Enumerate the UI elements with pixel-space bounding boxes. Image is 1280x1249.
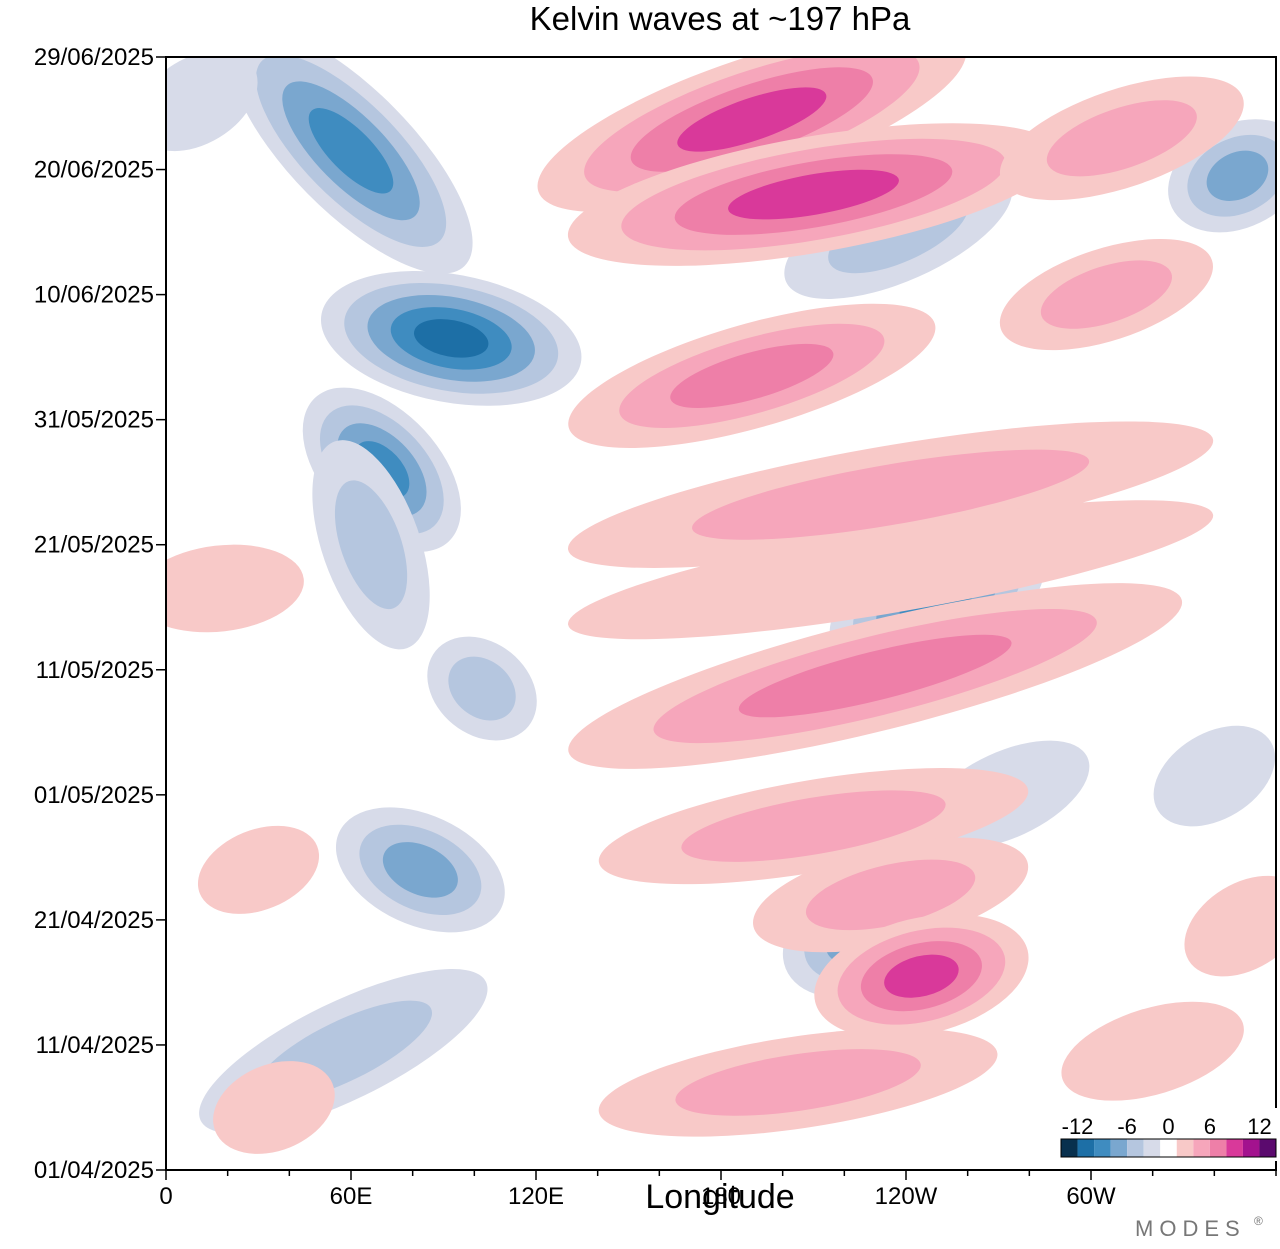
anomaly-streak — [1168, 119, 1276, 233]
colorbar-swatch — [1226, 1139, 1243, 1157]
contour-band — [677, 87, 827, 152]
x-axis: 0 60E 120E 180 120W 60W — [159, 1170, 1277, 1210]
contour-band — [1206, 150, 1269, 201]
x-tick-label: 60W — [1066, 1183, 1116, 1210]
anomaly-streak — [568, 583, 1183, 769]
y-tick-label: 11/04/2025 — [36, 1032, 154, 1059]
contour-band — [670, 343, 834, 408]
colorbar-label: -6 — [1117, 1114, 1137, 1139]
y-tick-label: 31/05/2025 — [34, 407, 154, 434]
anomaly-streak — [567, 421, 1214, 568]
contour-band — [692, 449, 1090, 540]
colorbar-label: -12 — [1062, 1114, 1094, 1139]
colorbar-swatch — [1193, 1139, 1210, 1157]
anomaly-streak — [537, 57, 967, 212]
colorbar-swatch — [1176, 1139, 1194, 1157]
modes-logo: MODES — [1135, 1216, 1246, 1241]
y-tick-label: 01/04/2025 — [34, 1157, 154, 1184]
anomaly-streak — [166, 544, 304, 633]
x-tick-label: 120W — [875, 1183, 938, 1210]
contour-band — [1046, 100, 1197, 177]
contour-band — [448, 656, 516, 721]
colorbar: -12 -6 0 6 12 — [1058, 1108, 1279, 1161]
anomaly-streak — [814, 914, 1029, 1039]
y-tick-label: 10/06/2025 — [34, 282, 154, 309]
y-tick-label: 20/06/2025 — [34, 157, 154, 184]
anomaly-streak — [567, 123, 1060, 266]
anomaly-streak — [598, 768, 1029, 885]
anomaly-streak — [568, 500, 1214, 640]
colorbar-swatch — [1094, 1139, 1111, 1157]
contour-band — [805, 859, 976, 931]
colorbar-swatch — [1209, 1139, 1227, 1157]
contour-band — [1061, 1001, 1244, 1101]
contour-band — [334, 480, 408, 610]
chart-title: Kelvin waves at ~197 hPa — [530, 0, 911, 37]
y-tick-label: 11/05/2025 — [36, 657, 154, 684]
colorbar-swatch — [1242, 1139, 1260, 1157]
colorbar-swatch — [1259, 1139, 1276, 1157]
anomaly-streak — [229, 57, 473, 274]
y-axis: 01/04/2025 11/04/2025 21/04/2025 01/05/2025… — [34, 44, 166, 1184]
anomaly-streak — [312, 440, 430, 650]
contour-band — [197, 825, 320, 914]
contour-band — [568, 500, 1214, 640]
colorbar-frame — [1060, 1138, 1277, 1158]
contour-band — [681, 790, 946, 862]
colorbar-swatch — [1160, 1139, 1177, 1157]
contour-band — [1153, 725, 1276, 827]
contour-band — [738, 634, 1012, 718]
contour-band — [1040, 260, 1172, 329]
registered-mark-icon: ® — [1254, 1214, 1263, 1228]
x-axis-title: Longitude — [645, 1178, 794, 1216]
anomaly-streak — [213, 1061, 335, 1154]
anomaly-streak — [999, 239, 1213, 351]
contour-band — [413, 319, 489, 358]
anomaly-streak — [568, 303, 936, 449]
contour-band — [728, 169, 899, 220]
contour-band — [166, 544, 304, 633]
anomaly-streak — [1153, 725, 1276, 827]
anomaly-streak — [999, 76, 1244, 201]
anomaly-streak — [197, 825, 320, 914]
colorbar-swatch — [1061, 1139, 1078, 1157]
anomaly-streak — [1061, 1001, 1244, 1101]
contour-band — [213, 1061, 335, 1154]
colorbar-label: 6 — [1204, 1114, 1216, 1139]
colorbar-swatch — [1077, 1139, 1095, 1157]
y-tick-label: 21/04/2025 — [34, 907, 154, 934]
anomaly-streak — [320, 270, 582, 406]
colorbar-label: 12 — [1247, 1114, 1271, 1139]
y-tick-label: 29/06/2025 — [34, 44, 154, 71]
contour-band — [382, 842, 458, 898]
anomaly-contours — [166, 57, 1276, 1154]
x-tick-label: 60E — [330, 1183, 373, 1210]
colorbar-label: 0 — [1162, 1114, 1174, 1139]
x-tick-label: 0 — [159, 1183, 172, 1210]
colorbar-swatch — [1110, 1139, 1128, 1157]
x-tick-label: 120E — [508, 1183, 564, 1210]
contour-band — [308, 108, 394, 194]
anomaly-streak — [335, 807, 505, 933]
colorbar-swatch — [1127, 1139, 1144, 1157]
anomaly-streak — [598, 1028, 998, 1137]
x-tick-label: 180 — [701, 1183, 741, 1210]
y-tick-label: 01/05/2025 — [34, 782, 154, 809]
contour-band — [884, 954, 959, 998]
colorbar-swatch — [1143, 1139, 1161, 1157]
contour-band — [675, 1049, 921, 1116]
anomaly-streak — [427, 636, 537, 741]
y-tick-label: 21/05/2025 — [34, 532, 154, 559]
